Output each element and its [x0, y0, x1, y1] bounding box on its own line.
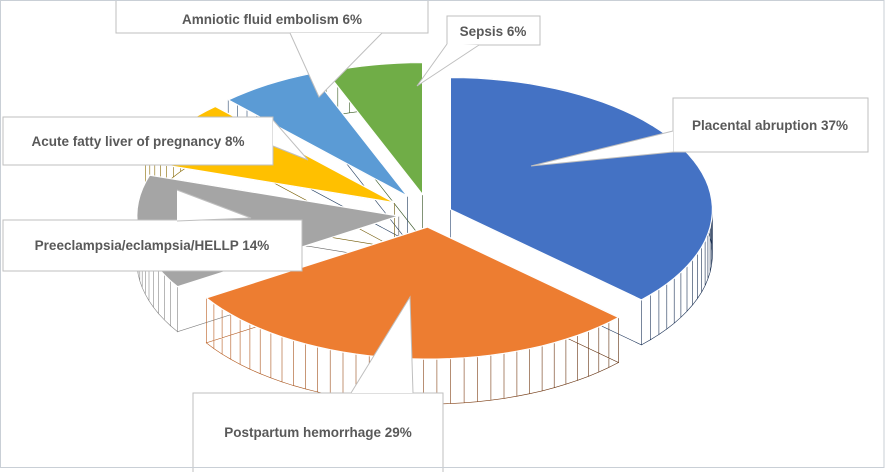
callout-leader-line: [350, 295, 414, 394]
callout-label: Placental abruption 37%: [692, 118, 848, 133]
callout-amniotic-fluid-embolism[interactable]: Amniotic fluid embolism 6%: [115, 0, 429, 98]
callout-leader-line: [272, 119, 309, 161]
callout-box[interactable]: [446, 15, 541, 46]
callout-label: Postpartum hemorrhage 29%: [224, 425, 412, 440]
callout-label: Amniotic fluid embolism 6%: [182, 12, 362, 27]
callout-leader-line: [530, 130, 674, 167]
callout-labels-layer: Placental abruption 37% Postpartum hemor…: [2, 0, 869, 472]
callout-label: Acute fatty liver of pregnancy 8%: [31, 134, 244, 149]
callout-acute-fatty-liver-of-pregnancy[interactable]: Acute fatty liver of pregnancy 8%: [2, 116, 309, 166]
pie-slice-placental-abruption[interactable]: [449, 76, 713, 301]
callout-box[interactable]: [2, 116, 274, 166]
callout-leader-line: [416, 43, 480, 87]
callout-leader-line: [176, 189, 252, 222]
callout-leader-line: [289, 32, 383, 98]
callout-box[interactable]: [672, 97, 869, 153]
callout-box[interactable]: [115, 0, 429, 34]
callout-label: Sepsis 6%: [460, 24, 527, 39]
callout-postpartum-hemorrhage[interactable]: Postpartum hemorrhage 29%: [192, 295, 444, 472]
pie-slice-amniotic-fluid-embolism[interactable]: [227, 72, 409, 197]
callout-label: Preeclampsia/eclampsia/HELLP 14%: [35, 238, 270, 253]
callout-placental-abruption[interactable]: Placental abruption 37%: [530, 97, 869, 167]
callout-preeclampsia-eclampsia-hellp[interactable]: Preeclampsia/eclampsia/HELLP 14%: [2, 189, 303, 272]
callout-box[interactable]: [2, 219, 303, 272]
callout-box[interactable]: [192, 392, 444, 472]
callout-sepsis[interactable]: Sepsis 6%: [416, 15, 541, 87]
